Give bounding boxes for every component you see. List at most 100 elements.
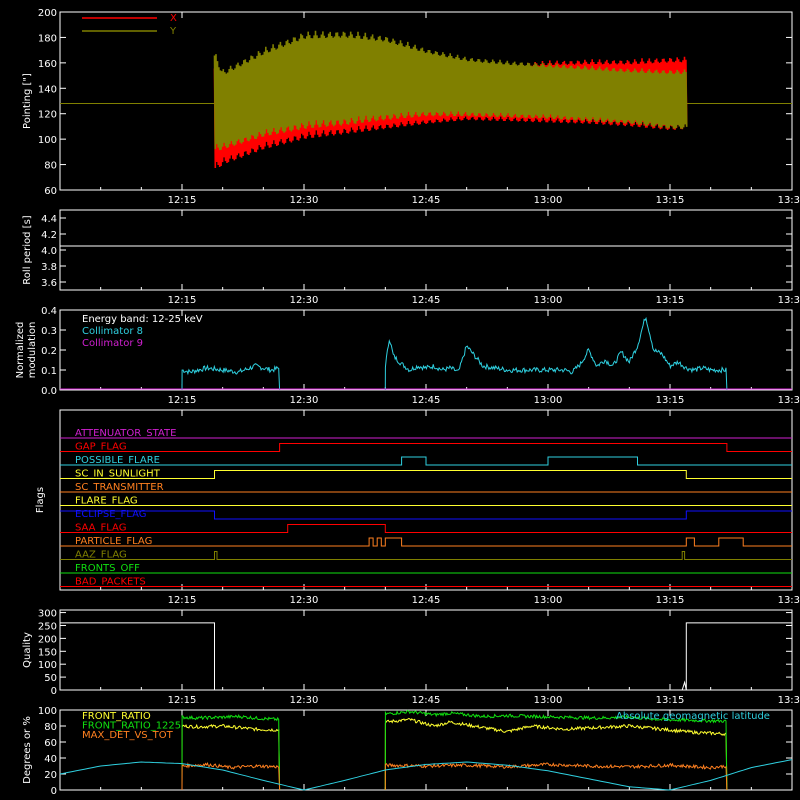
panel-pointing: 12:15 12:30 12:45 13:00 13:15 13:30 60 80 100 120… bbox=[22, 8, 800, 206]
pointing-ytick-label: 60 bbox=[44, 186, 57, 197]
quality-series-line bbox=[60, 622, 792, 691]
flag-label-gap-flag: GAP_FLAG bbox=[75, 442, 127, 453]
roll-ytick-label: 4.0 bbox=[41, 246, 57, 257]
panel-fronts: 0 20 40 60 80 100 Degrees or % FRONT_RATIOFRONT… bbox=[22, 706, 793, 797]
legend-label-x: X bbox=[170, 13, 177, 24]
collimator-8-segment-1 bbox=[181, 363, 281, 391]
flag-label-sc-in-sunlight: SC_IN_SUNLIGHT bbox=[75, 469, 161, 480]
roll-xtick-label: 12:30 bbox=[290, 295, 319, 306]
series-front-ratio-1225-2 bbox=[384, 709, 728, 791]
roll-ytick-label: 4.2 bbox=[41, 230, 57, 241]
series-y bbox=[213, 30, 688, 151]
roll-xtick-label: 12:15 bbox=[168, 295, 197, 306]
quality-ytick-label: 100 bbox=[38, 660, 57, 671]
flag-line-aaz-flag bbox=[60, 551, 792, 560]
annotation-geomagnetic-latitude: Absolute geomagnetic latitude bbox=[616, 711, 770, 722]
pointing-ytick-label: 180 bbox=[38, 33, 57, 44]
legend-label-front-ratio-1225: FRONT_RATIO_1225 bbox=[82, 721, 181, 732]
quality-ytick-label: 300 bbox=[38, 609, 57, 620]
collimator-8-segment-2 bbox=[384, 316, 728, 391]
quality-ylabel: Quality bbox=[22, 632, 33, 668]
fronts-ylabel: Degrees or % bbox=[22, 716, 33, 784]
pointing-xtick-label: 12:45 bbox=[412, 195, 441, 206]
fronts-ytick-label: 100 bbox=[38, 706, 57, 717]
flags-xtick-label: 12:45 bbox=[412, 595, 441, 606]
modulation-xtick-label: 13:00 bbox=[534, 395, 563, 406]
flags-xtick-label: 13:00 bbox=[534, 595, 563, 606]
fronts-ytick-label: 80 bbox=[44, 722, 57, 733]
pointing-ytick-label: 100 bbox=[38, 135, 57, 146]
pointing-xtick-label: 12:15 bbox=[168, 195, 197, 206]
flag-label-flare-flag: FLARE_FLAG bbox=[75, 496, 138, 507]
fronts-ytick-label: 20 bbox=[44, 770, 57, 781]
flag-line-particle-flag bbox=[60, 537, 792, 547]
roll-ytick-label: 3.8 bbox=[41, 262, 57, 273]
series-max-det-vs-tot-2 bbox=[384, 762, 728, 791]
flag-label-aaz-flag: AAZ_FLAG bbox=[75, 550, 127, 561]
fronts-ytick-label: 40 bbox=[44, 754, 57, 765]
flag-line-saa-flag bbox=[60, 524, 792, 533]
panel-quality: 12:15 12:30 12:45 13:00 13:15 13:30 0 50 100 150 2… bbox=[22, 609, 800, 706]
quality-xtick-label: 12:45 bbox=[412, 695, 441, 706]
flags-xtick-label: 13:15 bbox=[656, 595, 685, 606]
pointing-ytick-label: 80 bbox=[44, 161, 57, 172]
quality-xtick-label: 13:15 bbox=[656, 695, 685, 706]
series-front-ratio-2 bbox=[384, 717, 728, 791]
modulation-ylabel: Normalized bbox=[15, 322, 26, 379]
series-front-ratio-1225-1 bbox=[181, 713, 281, 791]
flag-line-gap-flag bbox=[60, 443, 792, 452]
series-front-ratio-1 bbox=[181, 723, 281, 791]
pointing-xtick-label: 13:30 bbox=[778, 195, 800, 206]
modulation-ytick-label: 0.3 bbox=[41, 326, 57, 337]
panel-flags: 12:15 12:30 12:45 13:00 13:15 13:30 Flags ATTEN… bbox=[35, 409, 800, 606]
quality-ytick-label: 200 bbox=[38, 634, 57, 645]
pointing-ytick-label: 200 bbox=[38, 8, 57, 19]
panel-modulation: 12:15 12:30 12:45 13:00 13:15 13:30 0.0 0.1 0.2 0… bbox=[15, 306, 800, 406]
flag-line-eclipse-flag bbox=[60, 510, 792, 520]
series-geomagnetic-latitude bbox=[59, 759, 793, 791]
flag-label-bad-packets: BAD_PACKETS bbox=[75, 577, 146, 588]
modulation-xtick-label: 12:30 bbox=[290, 395, 319, 406]
quality-ytick-label: 0 bbox=[51, 686, 57, 697]
modulation-ytick-label: 0.4 bbox=[41, 306, 57, 317]
flag-line-sc-in-sunlight bbox=[60, 470, 792, 479]
flags-ylabel: Flags bbox=[35, 487, 46, 513]
series-max-det-vs-tot-1 bbox=[181, 761, 281, 791]
modulation-ylabel-2: modulation bbox=[27, 322, 38, 379]
legend-label-max-det-vs-tot: MAX_DET_VS_TOT bbox=[82, 730, 174, 741]
modulation-xtick-label: 12:45 bbox=[412, 395, 441, 406]
quality-xtick-label: 13:30 bbox=[778, 695, 800, 706]
quality-ytick-label: 50 bbox=[44, 673, 57, 684]
flag-label-attenuator-state: ATTENUATOR_STATE bbox=[75, 428, 176, 439]
fronts-ytick-label: 60 bbox=[44, 738, 57, 749]
modulation-ytick-label: 0.1 bbox=[41, 366, 57, 377]
legend-title: Energy band: 12-25 keV bbox=[82, 314, 203, 325]
legend-label-y: Y bbox=[169, 26, 177, 37]
pointing-xtick-label: 13:15 bbox=[656, 195, 685, 206]
quality-xtick-label: 13:00 bbox=[534, 695, 563, 706]
roll-ytick-label: 4.4 bbox=[41, 214, 57, 225]
pointing-ytick-label: 140 bbox=[38, 84, 57, 95]
modulation-xtick-label: 12:15 bbox=[168, 395, 197, 406]
roll-xtick-label: 13:00 bbox=[534, 295, 563, 306]
flag-label-particle-flag: PARTICLE_FLAG bbox=[75, 536, 152, 547]
pointing-xtick-label: 12:30 bbox=[290, 195, 319, 206]
quality-ytick-label: 150 bbox=[38, 647, 57, 658]
roll-ytick-label: 3.6 bbox=[41, 278, 57, 289]
fronts-ytick-label: 0 bbox=[51, 786, 57, 797]
roll-xtick-label: 12:45 bbox=[412, 295, 441, 306]
roll-xtick-label: 13:30 bbox=[778, 295, 800, 306]
modulation-xtick-label: 13:30 bbox=[778, 395, 800, 406]
roll-xtick-label: 13:15 bbox=[656, 295, 685, 306]
legend-label-front-ratio: FRONT_RATIO bbox=[82, 711, 151, 722]
flags-xtick-label: 12:30 bbox=[290, 595, 319, 606]
legend-label-collimator-9: Collimator 9 bbox=[82, 338, 143, 349]
modulation-xtick-label: 13:15 bbox=[656, 395, 685, 406]
flag-label-possible-flare: POSSIBLE_FLARE bbox=[75, 455, 160, 466]
flag-label-sc-transmitter: SC_TRANSMITTER bbox=[75, 482, 164, 493]
flags-xtick-label: 13:30 bbox=[778, 595, 800, 606]
flag-label-eclipse-flag: ECLIPSE_FLAG bbox=[75, 509, 146, 520]
roll-ylabel: Roll period [s] bbox=[22, 215, 33, 284]
pointing-ytick-label: 160 bbox=[38, 59, 57, 70]
flags-xtick-label: 12:15 bbox=[168, 595, 197, 606]
